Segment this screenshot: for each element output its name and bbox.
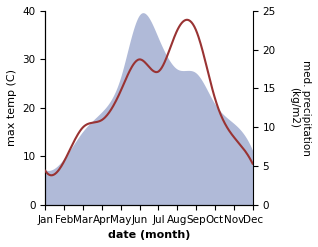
X-axis label: date (month): date (month): [108, 230, 190, 240]
Y-axis label: max temp (C): max temp (C): [7, 69, 17, 146]
Y-axis label: med. precipitation
(kg/m2): med. precipitation (kg/m2): [289, 60, 311, 156]
